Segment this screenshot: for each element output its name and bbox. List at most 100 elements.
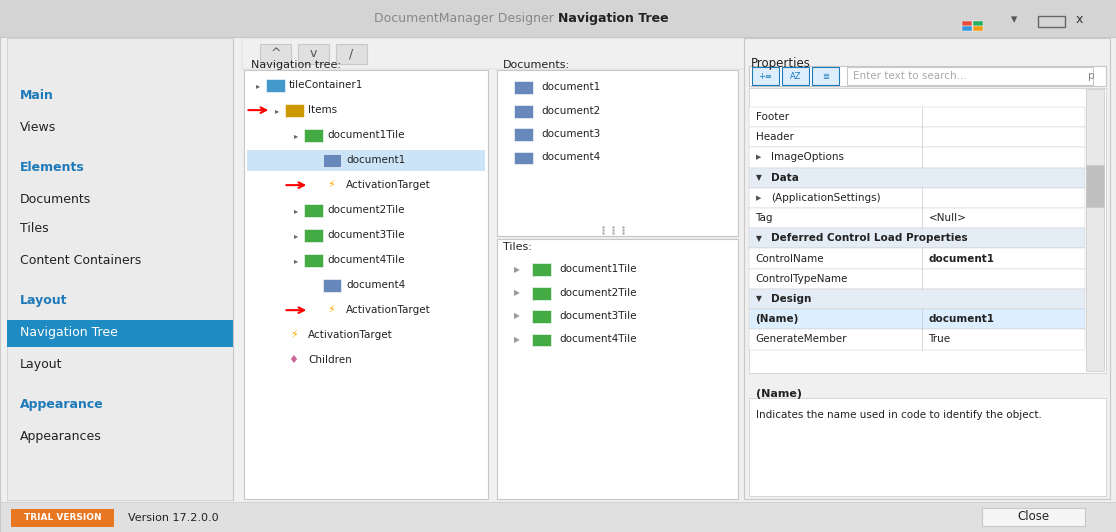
- Bar: [304, 254, 323, 267]
- Bar: [812, 67, 839, 85]
- Bar: [304, 204, 323, 217]
- Text: ▶: ▶: [514, 288, 520, 297]
- Text: ▼: ▼: [756, 234, 761, 243]
- Text: (Name): (Name): [756, 389, 801, 398]
- Bar: [847, 67, 1093, 85]
- Text: <Null>: <Null>: [929, 213, 966, 223]
- Bar: [323, 279, 341, 292]
- Text: ActivationTarget: ActivationTarget: [346, 305, 431, 315]
- Text: ^: ^: [270, 47, 281, 60]
- Text: Views: Views: [20, 121, 56, 134]
- Text: ▸: ▸: [294, 131, 298, 139]
- Text: (Name): (Name): [756, 314, 799, 324]
- Bar: [744, 38, 1110, 499]
- Bar: [336, 44, 367, 64]
- Text: Navigation tree:: Navigation tree:: [251, 60, 341, 70]
- Bar: [514, 152, 533, 164]
- Text: Documents:: Documents:: [503, 60, 570, 70]
- Text: Items: Items: [308, 105, 337, 115]
- Text: Data: Data: [771, 173, 799, 182]
- Bar: [749, 398, 1106, 496]
- Bar: [0, 502, 1116, 532]
- Text: document1Tile: document1Tile: [559, 264, 636, 274]
- Text: Navigation Tree: Navigation Tree: [558, 12, 668, 25]
- Bar: [242, 38, 747, 69]
- Text: p: p: [1088, 71, 1095, 81]
- Bar: [323, 154, 341, 167]
- Bar: [7, 320, 233, 347]
- Text: document4Tile: document4Tile: [327, 255, 404, 265]
- Bar: [497, 70, 738, 236]
- Text: GenerateMember: GenerateMember: [756, 335, 847, 344]
- Text: ImageOptions: ImageOptions: [771, 153, 844, 162]
- Bar: [244, 70, 488, 499]
- Bar: [7, 38, 233, 500]
- Text: document2Tile: document2Tile: [559, 288, 636, 297]
- Bar: [11, 509, 114, 527]
- Text: ▶: ▶: [514, 265, 520, 273]
- Text: /: /: [349, 47, 354, 60]
- Text: ControlName: ControlName: [756, 254, 824, 263]
- Text: document1: document1: [541, 82, 600, 92]
- Bar: [514, 81, 533, 94]
- Text: Children: Children: [308, 355, 352, 365]
- Text: document1: document1: [929, 254, 994, 263]
- Text: v: v: [310, 47, 317, 60]
- Text: (ApplicationSettings): (ApplicationSettings): [771, 193, 881, 203]
- Text: Content Containers: Content Containers: [20, 254, 142, 267]
- Text: Header: Header: [756, 132, 793, 142]
- Text: x: x: [1076, 13, 1084, 26]
- Text: ▸: ▸: [294, 256, 298, 264]
- Bar: [782, 67, 809, 85]
- Text: TRIAL VERSION: TRIAL VERSION: [23, 513, 102, 522]
- Text: Tag: Tag: [756, 213, 773, 223]
- Text: ⚡: ⚡: [290, 330, 297, 340]
- Bar: [749, 309, 1085, 329]
- Text: document3Tile: document3Tile: [559, 311, 636, 321]
- Bar: [304, 229, 323, 242]
- Bar: [749, 127, 1085, 147]
- Text: ▸: ▸: [256, 81, 260, 89]
- Text: Deferred Control Load Properties: Deferred Control Load Properties: [771, 234, 968, 243]
- Text: Appearance: Appearance: [20, 398, 104, 411]
- Text: Layout: Layout: [20, 294, 68, 307]
- Text: ▶: ▶: [756, 195, 761, 201]
- Bar: [749, 107, 1085, 127]
- Bar: [982, 508, 1085, 526]
- Text: document2Tile: document2Tile: [327, 205, 404, 215]
- Text: ▶: ▶: [514, 335, 520, 344]
- Text: +≡: +≡: [759, 72, 772, 80]
- Text: Documents: Documents: [20, 193, 92, 206]
- Text: Main: Main: [20, 89, 54, 102]
- Text: ▼: ▼: [756, 295, 761, 303]
- Bar: [1086, 89, 1104, 371]
- Text: ⚡: ⚡: [328, 180, 335, 190]
- Text: document1: document1: [346, 155, 405, 165]
- Text: ▸: ▸: [275, 106, 279, 114]
- Bar: [749, 208, 1085, 228]
- Bar: [752, 67, 779, 85]
- Text: document2: document2: [541, 106, 600, 115]
- Text: True: True: [929, 335, 951, 344]
- Bar: [532, 310, 551, 323]
- Bar: [532, 334, 551, 346]
- Text: ▼: ▼: [756, 173, 761, 182]
- Text: Appearances: Appearances: [20, 430, 102, 443]
- Text: Properties: Properties: [751, 57, 811, 70]
- Bar: [749, 248, 1085, 269]
- Text: Design: Design: [771, 294, 811, 304]
- Text: DocumentManager Designer: DocumentManager Designer: [374, 12, 558, 25]
- Text: document4: document4: [346, 280, 405, 290]
- Text: Layout: Layout: [20, 358, 62, 371]
- Bar: [260, 44, 291, 64]
- Text: ♦: ♦: [289, 355, 298, 365]
- Text: document4: document4: [541, 153, 600, 162]
- Text: Footer: Footer: [756, 112, 789, 122]
- Bar: [514, 105, 533, 118]
- Text: document1: document1: [929, 314, 994, 324]
- Text: ▸: ▸: [294, 231, 298, 239]
- Text: document1Tile: document1Tile: [327, 130, 404, 140]
- Bar: [749, 188, 1085, 208]
- Bar: [749, 168, 1085, 188]
- Text: ▸: ▸: [294, 206, 298, 214]
